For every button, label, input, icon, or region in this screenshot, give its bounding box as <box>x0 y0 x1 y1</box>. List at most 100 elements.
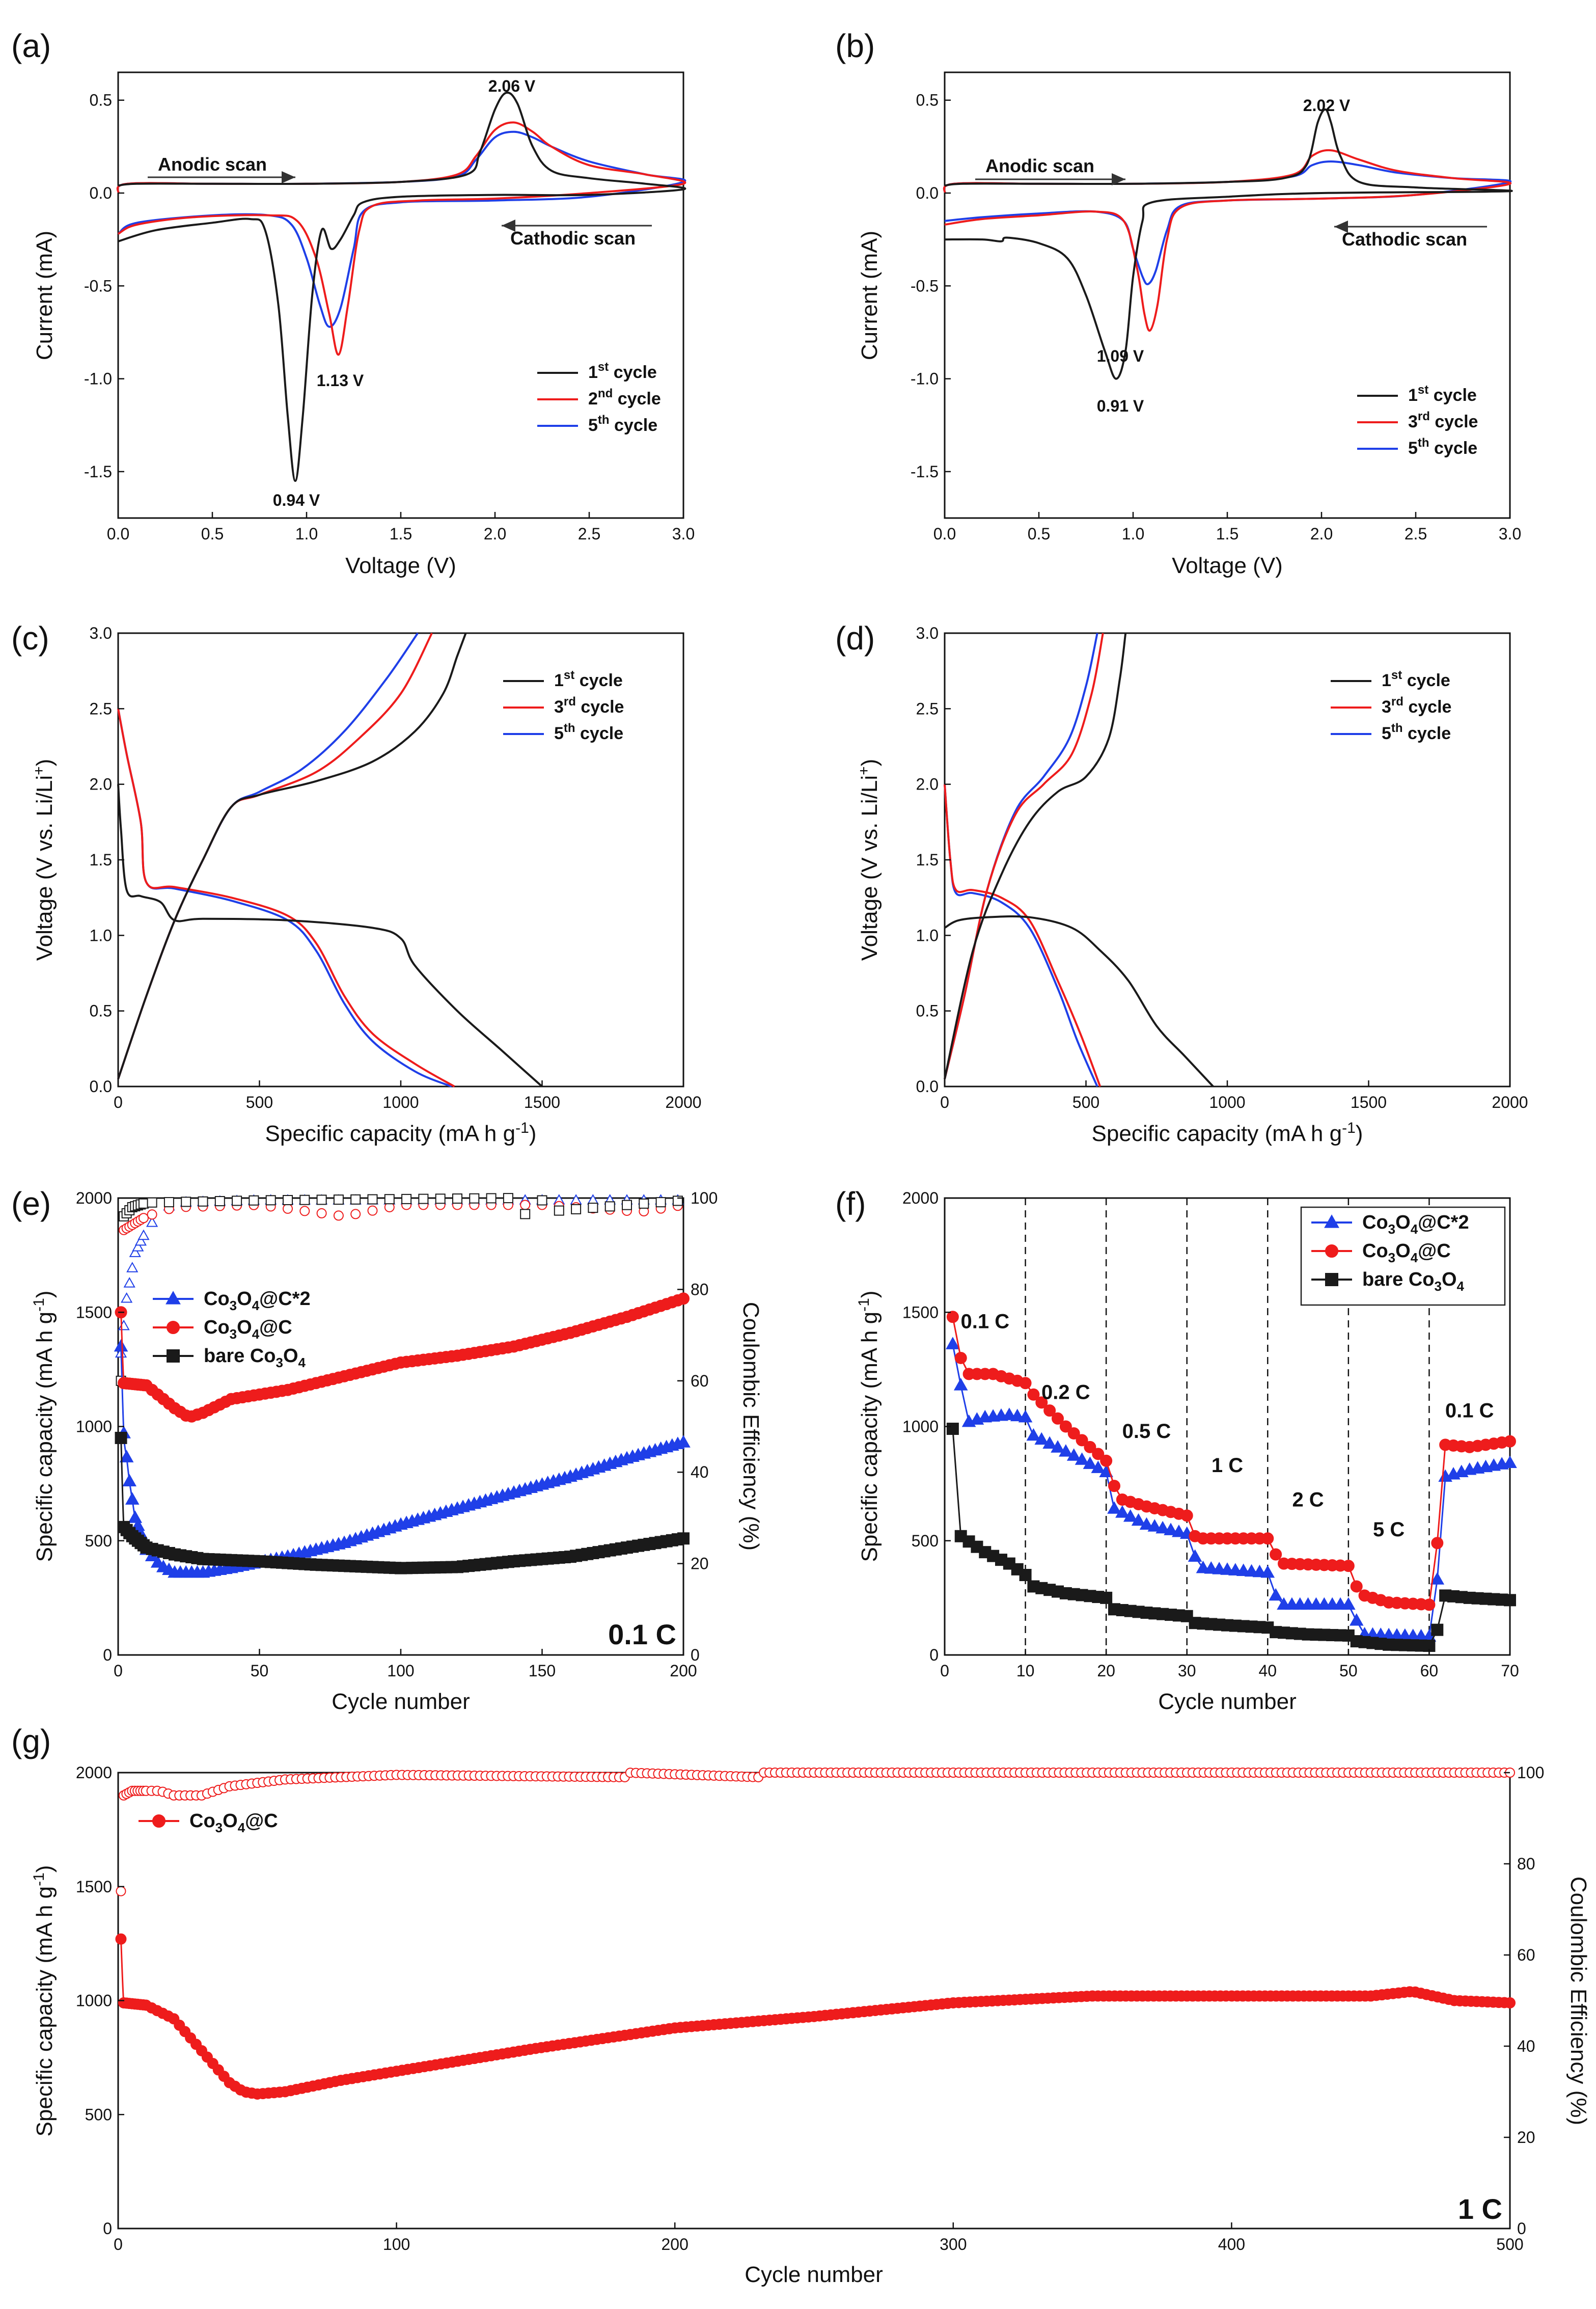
panel-a-xlabel: Voltage (V) <box>345 553 456 578</box>
ce-marker <box>418 1193 429 1204</box>
panel-e: (e) 0 50 100 150 200200015001000500010080604… <box>11 1185 763 1714</box>
x-tick-label: 10 <box>1016 1662 1035 1680</box>
y-tick-label: 1.5 <box>90 851 112 869</box>
gcd-discharge-3rd-cycle <box>117 708 455 1088</box>
ce-marker <box>116 1886 126 1896</box>
y2-tick-label: 60 <box>1517 1946 1535 1964</box>
x-tick-label: 150 <box>529 1662 556 1680</box>
gcd-charge-3rd-cycle <box>944 633 1104 1079</box>
ce-marker <box>588 1203 598 1213</box>
ce-marker <box>333 1194 344 1205</box>
ce-marker <box>316 1194 327 1205</box>
x-tick-label: 1500 <box>1351 1093 1387 1111</box>
ce-marker <box>232 1196 242 1206</box>
x-tick-label: 2.5 <box>1405 525 1427 543</box>
rate-marker <box>1100 1454 1113 1467</box>
capacity-marker <box>122 1474 137 1486</box>
legend-label: Co3O4@C <box>204 1317 292 1342</box>
panel-c-ticks: 0 500 1000 1500 2000 3.0 2.5 2.0 1.5 1.0 0.5 0.0 <box>90 624 702 1111</box>
capacity-marker <box>677 1532 690 1545</box>
ce-marker <box>283 1203 293 1214</box>
legend-marker <box>1325 1273 1338 1286</box>
rate-marker <box>1180 1509 1193 1522</box>
capacity-line-Co3O4@C*2 <box>120 1346 684 1574</box>
rate-marker <box>1155 1520 1170 1534</box>
rate-marker <box>1269 1588 1283 1601</box>
ce-marker <box>333 1210 344 1221</box>
rate-marker <box>1212 1562 1226 1574</box>
panel-g-label: (g) <box>11 1723 51 1759</box>
y-tick-label: -0.5 <box>84 277 112 295</box>
panel-a: (a) 0.0 0.5 1.0 1.5 2.0 2.5 3.0 0.5 0.0 -0.5 -1.0 -… <box>11 28 695 578</box>
ce-marker <box>118 1319 130 1330</box>
x-tick-label: 70 <box>1501 1662 1519 1680</box>
panel-b-xlabel: Voltage (V) <box>1172 553 1283 578</box>
legend-label: 3rd cycle <box>1382 695 1451 717</box>
capacity-marker <box>125 1492 140 1505</box>
panel-a-label: (a) <box>11 28 51 64</box>
rate-label: 1 C <box>1212 1454 1243 1477</box>
legend-label: 3rd cycle <box>1408 410 1478 431</box>
ce-marker <box>138 1198 149 1209</box>
panel-b-axes <box>944 71 1511 519</box>
y-tick-label: 1.0 <box>90 926 112 944</box>
rate-marker <box>953 1378 968 1391</box>
rate-marker <box>1108 1480 1120 1492</box>
panel-c-label: (c) <box>11 620 49 657</box>
x-tick-label: 1000 <box>1209 1093 1245 1111</box>
x-tick-label: 3.0 <box>1499 525 1521 543</box>
rate-marker <box>1084 1441 1096 1453</box>
x-tick-label: 2000 <box>665 1093 701 1111</box>
peak-0.94V-label: 0.94 V <box>273 491 320 509</box>
x-tick-label: 0 <box>114 1662 123 1680</box>
cv-curve-1st-cycle <box>118 91 686 482</box>
ce-marker <box>587 1194 599 1205</box>
panel-f-legend: Co3O4@C*2 Co3O4@C bare Co3O4 <box>1300 1206 1506 1306</box>
x-tick-label: 30 <box>1178 1662 1196 1680</box>
ce-marker <box>520 1209 531 1219</box>
peak-0.91V-label: 0.91 V <box>1097 397 1144 415</box>
panel-c: (c) 0 500 1000 1500 2000 3.0 2.5 2.0 1.5 1.0 0.5 0.… <box>11 620 702 1146</box>
rate-marker <box>1076 1434 1088 1447</box>
legend-label: 5th cycle <box>1382 721 1451 743</box>
x-tick-label: 0 <box>114 2235 123 2253</box>
ce-marker <box>147 1209 157 1220</box>
ce-marker <box>520 1200 531 1210</box>
ce-marker <box>367 1194 378 1205</box>
panel-e-axes <box>117 1197 684 1656</box>
rate-marker <box>946 1337 960 1349</box>
capacity-marker <box>128 1510 143 1523</box>
y-tick-label: 0.0 <box>916 184 939 202</box>
ce-marker <box>132 1241 144 1252</box>
ce-marker <box>134 1235 147 1246</box>
rate-marker <box>1043 1404 1056 1417</box>
y2-tick-label: 60 <box>691 1372 709 1390</box>
panel-g-ylabel2: Coulombic Efficiency (%) <box>1566 1877 1591 2125</box>
rate-marker <box>1139 1517 1154 1530</box>
ce-marker <box>503 1193 513 1204</box>
cathodic-scan-label-b: Cathodic scan <box>1342 229 1467 250</box>
x-tick-label: 2.5 <box>578 525 600 543</box>
gcd-charge-3rd-cycle <box>117 633 433 1079</box>
gcd-discharge-1st-cycle <box>117 784 543 1088</box>
y-tick-label: 0.5 <box>90 91 112 110</box>
y-tick-label: 2000 <box>76 1763 112 1782</box>
x-tick-label: 0.5 <box>1028 525 1050 543</box>
y-tick-label: 0.0 <box>90 1077 112 1096</box>
ce-marker <box>639 1198 649 1209</box>
y-tick-label: 0.0 <box>90 184 112 202</box>
ce-marker <box>350 1209 361 1219</box>
y2-tick-label: 0 <box>691 1646 700 1664</box>
x-tick-label: 200 <box>670 1662 697 1680</box>
capacity-marker <box>114 1339 128 1352</box>
legend-label: 1st cycle <box>1382 668 1450 690</box>
rate-marker <box>1260 1565 1275 1578</box>
gcd-discharge-5th-cycle <box>117 708 452 1088</box>
rate-marker <box>1252 1564 1267 1578</box>
rate-marker <box>1431 1537 1444 1550</box>
y-tick-label: 1000 <box>902 1418 939 1436</box>
rate-marker <box>1350 1580 1363 1593</box>
rate-marker <box>1002 1407 1016 1420</box>
ce-marker <box>571 1204 582 1214</box>
